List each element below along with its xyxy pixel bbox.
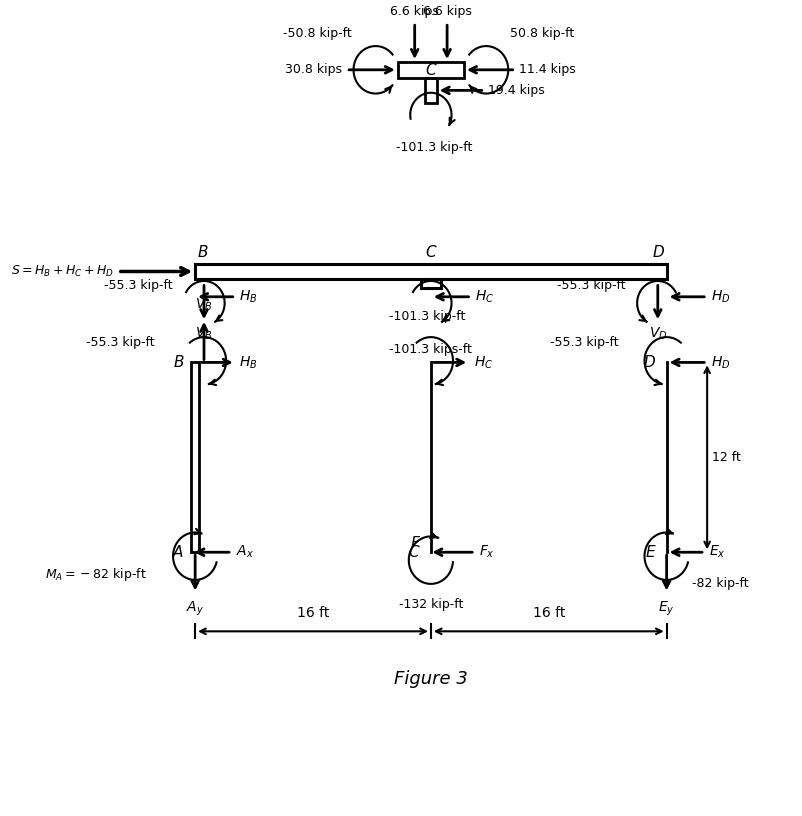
Text: $D$: $D$ xyxy=(643,354,656,370)
Text: -55.3 kip-ft: -55.3 kip-ft xyxy=(86,336,155,349)
Bar xyxy=(195,264,666,278)
Bar xyxy=(192,362,199,552)
Text: 6.6 kips: 6.6 kips xyxy=(423,6,472,19)
Text: $V_B$: $V_B$ xyxy=(195,326,213,343)
Text: $M_A = -82$ kip-ft: $M_A = -82$ kip-ft xyxy=(46,565,148,583)
Text: $C$: $C$ xyxy=(424,62,437,78)
Text: -55.3 kip-ft: -55.3 kip-ft xyxy=(104,279,173,292)
Text: $H_B$: $H_B$ xyxy=(239,354,258,370)
Text: $F_x$: $F_x$ xyxy=(479,544,495,561)
Text: -55.3 kip-ft: -55.3 kip-ft xyxy=(557,279,626,292)
Text: $A$: $A$ xyxy=(172,544,184,561)
Bar xyxy=(398,62,464,78)
Text: $H_D$: $H_D$ xyxy=(711,289,731,305)
Text: 16 ft: 16 ft xyxy=(533,606,565,620)
Text: $H_C$: $H_C$ xyxy=(475,289,494,305)
Text: 11.4 kips: 11.4 kips xyxy=(519,64,576,77)
Text: 30.8 kips: 30.8 kips xyxy=(286,64,342,77)
Text: -101.3 kip-ft: -101.3 kip-ft xyxy=(396,141,472,154)
Text: $V_D$: $V_D$ xyxy=(649,326,667,343)
Text: 16 ft: 16 ft xyxy=(297,606,329,620)
Text: $E_y$: $E_y$ xyxy=(658,600,675,618)
Text: $E_x$: $E_x$ xyxy=(709,544,726,561)
Text: 6.6 kips: 6.6 kips xyxy=(391,6,439,19)
Text: $C$: $C$ xyxy=(424,244,437,259)
Text: $F$: $F$ xyxy=(410,534,420,551)
Text: $A_y$: $A_y$ xyxy=(186,600,205,618)
Bar xyxy=(425,78,437,103)
Text: $H_D$: $H_D$ xyxy=(711,354,731,370)
Text: -55.3 kip-ft: -55.3 kip-ft xyxy=(550,336,618,349)
Text: -50.8 kip-ft: -50.8 kip-ft xyxy=(283,27,352,40)
Text: $E$: $E$ xyxy=(645,544,656,561)
Text: $C$: $C$ xyxy=(408,544,420,561)
Text: 50.8 kip-ft: 50.8 kip-ft xyxy=(510,27,574,40)
Text: $V_B$: $V_B$ xyxy=(195,297,213,313)
Bar xyxy=(420,278,441,288)
Text: $B$: $B$ xyxy=(172,354,184,370)
Text: $D$: $D$ xyxy=(652,244,665,259)
Text: -82 kip-ft: -82 kip-ft xyxy=(692,578,749,590)
Text: Figure 3: Figure 3 xyxy=(394,670,468,688)
Text: 19.4 kips: 19.4 kips xyxy=(488,84,545,97)
Text: -101.3 kip-ft: -101.3 kip-ft xyxy=(389,310,465,323)
Text: $H_C$: $H_C$ xyxy=(474,354,493,370)
Text: $S = H_B+H_C+H_D$: $S = H_B+H_C+H_D$ xyxy=(11,264,114,279)
Text: 12 ft: 12 ft xyxy=(712,450,741,463)
Text: -101.3 kips-ft: -101.3 kips-ft xyxy=(390,343,472,356)
Text: -132 kip-ft: -132 kip-ft xyxy=(399,598,463,611)
Text: $H_B$: $H_B$ xyxy=(239,289,258,305)
Text: $A_x$: $A_x$ xyxy=(236,544,253,561)
Text: $B$: $B$ xyxy=(196,244,209,259)
